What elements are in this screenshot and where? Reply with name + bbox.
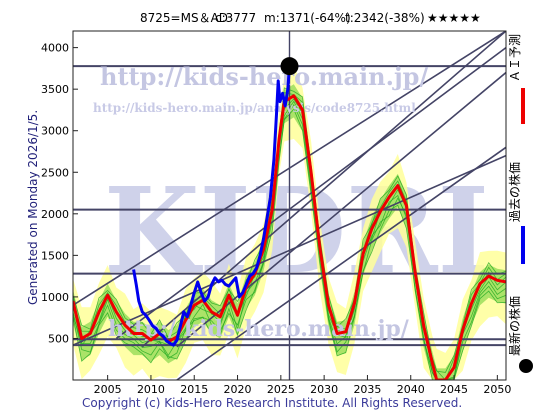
watermark-url-bottom: http://kids-hero.main.jp/ [108,316,410,342]
x-tick-label: 2025 [267,383,295,396]
x-tick-label: 2050 [483,383,511,396]
y-tick-label: 3000 [41,125,69,138]
legend-latest-label: 最新の株価 [507,296,522,356]
watermark-url-small: http://kids-hero.main.jp/analysis/code87… [93,101,416,115]
x-tick-label: 2010 [137,383,165,396]
series-past-price [132,65,291,347]
marker-layer [280,57,299,76]
copyright-text: Copyright (c) Kids-Hero Research Institu… [82,396,462,410]
trend-line [115,46,506,340]
latest-price-marker [280,57,299,76]
x-tick-label: 2045 [440,383,468,396]
trend-line [176,146,506,380]
chart-title-target: t:2342(-38%) [345,11,425,25]
chart-title-current: c:3777 [215,11,256,25]
series-ai-forecast [73,94,506,380]
legend-latest-marker [519,359,533,373]
x-tick-label: 2030 [310,383,338,396]
x-tick-label: 2015 [180,383,208,396]
rating-stars: ★★★★★ [427,11,481,25]
chart-title-ticker: 8725=MS＆AD [140,11,228,25]
watermark-url-layer: http://kids-hero.main.jp/ http://kids-he… [93,62,428,342]
y-tick-label: 1500 [41,249,69,262]
y-tick-label: 1000 [41,291,69,304]
watermark-kidri: KIDRI [104,161,489,300]
x-axis: 2005 2010 2015 2020 2025 2030 2035 2040 2045 2050 [94,375,511,396]
y-tick-label: 4000 [41,42,69,55]
generated-label: Generated on Monday 2026/1/5. [26,110,40,305]
plot-frame [72,30,507,381]
x-tick-label: 2020 [224,383,252,396]
x-tick-label: 2035 [353,383,381,396]
y-tick-label: 500 [48,332,69,345]
y-tick-label: 2500 [41,166,69,179]
watermark-layer: KIDRI [104,161,489,300]
series-layer [73,65,506,380]
x-tick-label: 2005 [94,383,122,396]
watermark-url: http://kids-hero.main.jp/ [100,62,428,91]
y-axis: 500 1000 1500 2000 2500 3000 3500 4000 [41,42,78,345]
x-tick-label: 2040 [397,383,425,396]
chart-title-mid: m:1371(-64%) [264,11,351,25]
y-tick-label: 3500 [41,83,69,96]
y-tick-label: 2000 [41,208,69,221]
legend-past-label: 過去の株価 [507,162,522,222]
legend-forecast-label: ＡＩ予測 [508,34,522,82]
